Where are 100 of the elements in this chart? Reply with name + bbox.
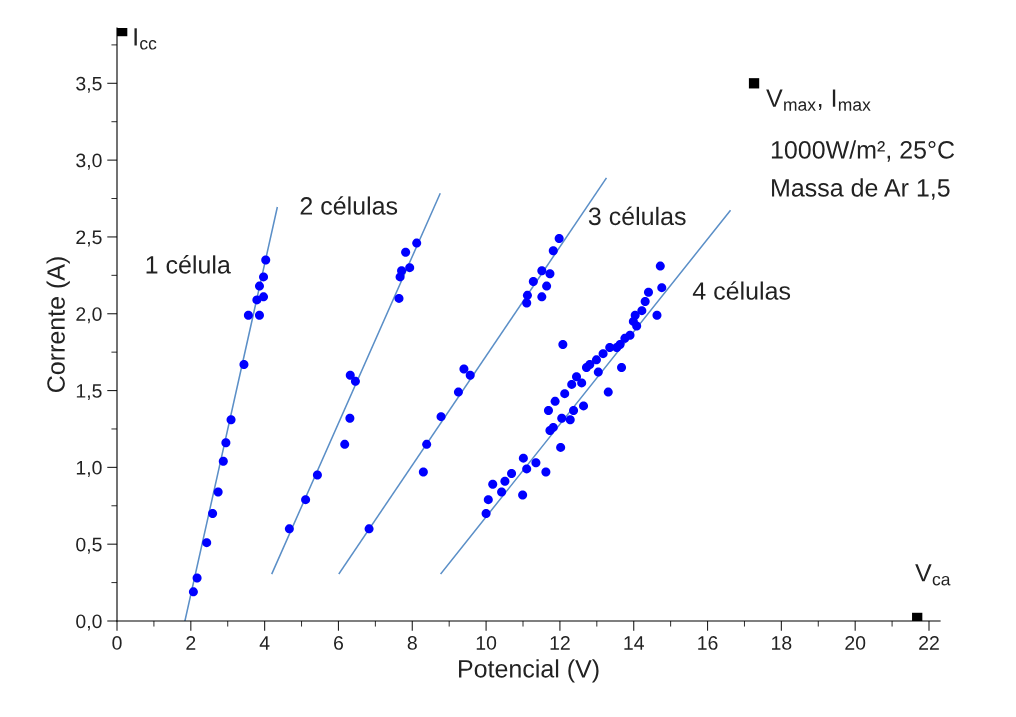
data-label: V$_{max}$, I$_{max}$ [766,89,871,111]
point [541,467,551,477]
x-tick-label: 18 [772,636,792,650]
point [569,406,579,416]
x-tick-label: 10 [476,636,497,650]
point [259,272,269,282]
point [188,587,198,597]
point [537,266,547,276]
y-tick-label: 3,5 [76,76,102,93]
point [567,379,577,389]
point [412,238,422,248]
point [202,538,212,548]
point [632,321,642,331]
point [254,281,264,291]
point [254,310,264,320]
point [612,343,622,353]
point [208,508,218,518]
data-label: V$_{ca}$ [915,564,951,586]
y-axis-title: Corrente (A) [46,257,70,392]
point [572,372,582,382]
point [630,310,640,320]
y-tick-label: 1,5 [76,384,102,401]
point [560,389,570,399]
point [345,413,355,423]
point [577,378,587,388]
y-tick-label: 0,5 [76,537,102,554]
point [528,276,538,286]
x-tick-label: 6 [334,636,344,650]
point [542,281,552,291]
point [545,269,555,279]
point [518,490,528,500]
x-tick-label: 8 [407,636,417,650]
point [585,359,595,369]
point [522,290,532,300]
point [637,306,647,316]
point [548,422,558,432]
point [192,573,202,583]
point [543,406,553,416]
series-label: 2 células [300,196,398,215]
point [252,295,262,305]
point [579,401,589,411]
point [394,293,404,303]
point [640,296,650,306]
point [226,415,236,425]
point [418,467,428,477]
point [453,387,463,397]
point [617,363,627,373]
point [261,255,271,265]
point [301,495,311,505]
y-tick-label: 2,5 [76,230,102,247]
point [548,246,558,256]
x-tick-label: 16 [698,636,718,650]
annotation: Massa de Ar 1,5 [772,178,950,200]
point [459,364,469,374]
point [483,495,493,505]
point [556,442,566,452]
y-tick-label: 3,0 [76,153,102,170]
x-tick-label: 4 [259,636,270,650]
point [350,376,360,386]
point [652,310,662,320]
x-tick-label: 14 [624,636,644,650]
x-tick-label: 20 [845,636,866,650]
point [221,438,231,448]
point [603,387,613,397]
point [912,612,923,621]
point [598,349,608,359]
point [312,470,322,480]
point [243,310,253,320]
point [565,415,575,425]
point [284,524,294,534]
x-axis-title: Potencial (V) [459,659,599,683]
point [550,396,560,406]
point [625,330,635,340]
point [401,247,411,257]
point [531,458,541,468]
point [117,28,128,37]
point [364,524,374,534]
point [554,233,564,243]
point [218,456,228,466]
point [436,412,446,422]
point [500,476,510,486]
point [557,413,567,423]
point [422,439,432,449]
point [655,261,665,271]
point [465,370,475,380]
point [643,287,653,297]
point [591,355,601,365]
point [497,487,507,497]
point [558,339,568,349]
x-tick-label: 2 [186,636,196,650]
point [657,283,667,293]
point [397,266,407,276]
point [239,359,249,369]
point [518,453,528,463]
point [522,464,532,474]
point [405,263,415,273]
point [537,292,547,302]
point [593,367,603,377]
y-tick-label: 1,0 [76,460,102,477]
x-tick-label: 12 [550,636,570,650]
